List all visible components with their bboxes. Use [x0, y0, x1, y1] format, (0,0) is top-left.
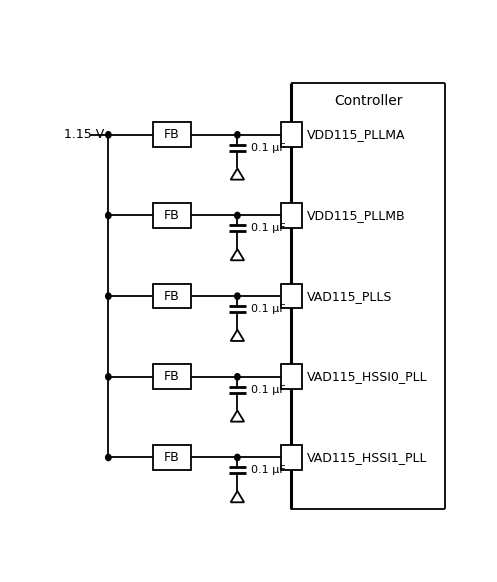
Text: FB: FB: [164, 209, 180, 222]
Bar: [153, 284, 191, 308]
Text: 0.1 μF: 0.1 μF: [250, 304, 285, 314]
Text: VAD115_HSSI1_PLL: VAD115_HSSI1_PLL: [307, 451, 427, 464]
Bar: [281, 364, 302, 389]
Text: FB: FB: [164, 451, 180, 464]
Bar: [153, 122, 191, 147]
Bar: [281, 445, 302, 470]
Circle shape: [235, 212, 240, 219]
Text: VDD115_PLLMB: VDD115_PLLMB: [307, 209, 406, 222]
Bar: [153, 445, 191, 470]
Bar: [281, 122, 302, 147]
Bar: [281, 203, 302, 228]
Circle shape: [235, 374, 240, 380]
Bar: [153, 203, 191, 228]
Text: 0.1 μF: 0.1 μF: [250, 223, 285, 233]
Text: 1.15 V: 1.15 V: [64, 128, 104, 141]
Text: FB: FB: [164, 370, 180, 384]
Circle shape: [106, 374, 111, 380]
Text: FB: FB: [164, 128, 180, 141]
Text: 0.1 μF: 0.1 μF: [250, 465, 285, 475]
Text: VDD115_PLLMA: VDD115_PLLMA: [307, 128, 405, 141]
Circle shape: [106, 455, 111, 460]
Text: VAD115_PLLS: VAD115_PLLS: [307, 290, 392, 303]
Circle shape: [235, 132, 240, 138]
Bar: [153, 364, 191, 389]
Circle shape: [235, 455, 240, 460]
Text: 0.1 μF: 0.1 μF: [250, 143, 285, 152]
Text: Controller: Controller: [334, 94, 403, 108]
Circle shape: [106, 293, 111, 299]
Text: FB: FB: [164, 290, 180, 303]
Text: 0.1 μF: 0.1 μF: [250, 385, 285, 395]
Text: VAD115_HSSI0_PLL: VAD115_HSSI0_PLL: [307, 370, 427, 384]
Bar: [281, 284, 302, 308]
Circle shape: [106, 212, 111, 219]
Circle shape: [235, 293, 240, 299]
Circle shape: [106, 132, 111, 138]
